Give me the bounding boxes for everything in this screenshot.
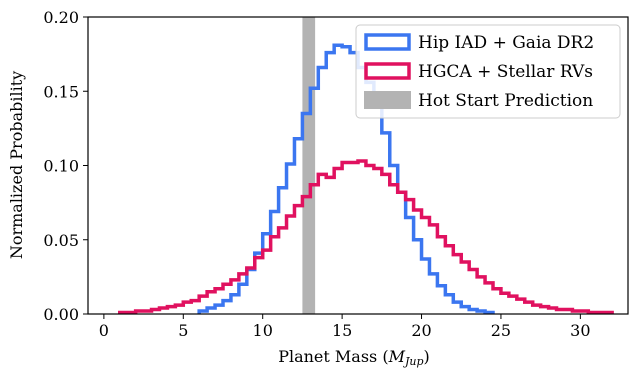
legend: Hip IAD + Gaia DR2 HGCA + Stellar RVs Hot … <box>355 24 621 119</box>
prediction-band <box>302 17 316 314</box>
y-tick-label: 0.15 <box>43 82 79 101</box>
x-tick-label: 15 <box>332 321 352 340</box>
x-tick-label: 10 <box>253 321 273 340</box>
x-axis-label: Planet Mass (MJup) <box>278 347 430 368</box>
legend-swatch <box>364 91 411 109</box>
plot-area <box>118 17 614 315</box>
x-axis-label-suffix: ) <box>424 347 430 366</box>
y-tick-label: 0.05 <box>43 231 79 250</box>
x-axis-label-symbol: M <box>388 347 406 366</box>
x-tick-label: 30 <box>570 321 590 340</box>
x-tick-label: 0 <box>99 321 109 340</box>
legend-label: Hip IAD + Gaia DR2 <box>418 33 594 53</box>
x-tick-label: 25 <box>491 321 511 340</box>
x-axis-label-subscript: Jup <box>403 355 424 368</box>
legend-label: HGCA + Stellar RVs <box>418 62 593 82</box>
legend-swatch <box>364 33 411 51</box>
legend-swatch <box>364 62 411 80</box>
series-1-histogram <box>118 159 614 315</box>
y-tick-label: 0.20 <box>43 8 79 27</box>
x-tick-label: 5 <box>178 321 188 340</box>
legend-label: Hot Start Prediction <box>418 91 593 111</box>
x-axis-label-prefix: Planet Mass ( <box>278 347 388 366</box>
y-tick-label: 0.10 <box>43 157 79 176</box>
x-tick-label: 20 <box>411 321 431 340</box>
y-tick-label: 0.00 <box>43 305 79 324</box>
y-axis-label: Normalized Probability <box>7 71 26 259</box>
legend-box <box>355 24 621 119</box>
axes: 0 5 10 15 20 25 30 0.00 0.05 0.10 0.15 0.20 <box>43 8 629 340</box>
series-0-histogram <box>197 43 495 315</box>
